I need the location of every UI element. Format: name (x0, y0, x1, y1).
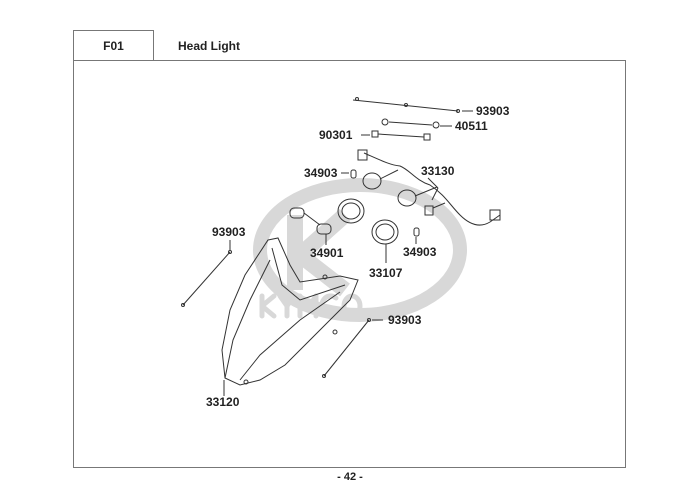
washer-40511 (381, 118, 452, 129)
screw-93903-top (352, 97, 473, 113)
callout-label: 33120 (206, 395, 240, 409)
socket-33107 (337, 198, 399, 263)
callout-label: 93903 (476, 104, 510, 118)
callout-label: 33107 (369, 266, 403, 280)
callout-label: 93903 (388, 313, 422, 327)
kymco-watermark-logo (253, 178, 467, 322)
section-code: F01 (73, 30, 154, 60)
screw-93903-left (181, 240, 232, 307)
page-title: Head Light (178, 39, 240, 53)
callout-label: 33130 (421, 164, 455, 178)
callout-label: 93903 (212, 225, 246, 239)
callout-label: 90301 (319, 128, 353, 142)
callout-label: 40511 (455, 119, 488, 133)
callout-label: 34901 (310, 246, 344, 260)
screw-93903-right (322, 318, 383, 378)
nut-90301 (361, 130, 431, 141)
callout-label: 34903 (403, 245, 437, 259)
bulb-34901 (289, 207, 332, 245)
wire-harness-33130 (357, 149, 501, 226)
headlight-assembly-33120 (221, 237, 359, 396)
diagram-frame (73, 60, 626, 468)
callout-label: 34903 (304, 166, 338, 180)
page-number: - 42 - (337, 471, 363, 483)
bulb-34903 (341, 169, 420, 244)
